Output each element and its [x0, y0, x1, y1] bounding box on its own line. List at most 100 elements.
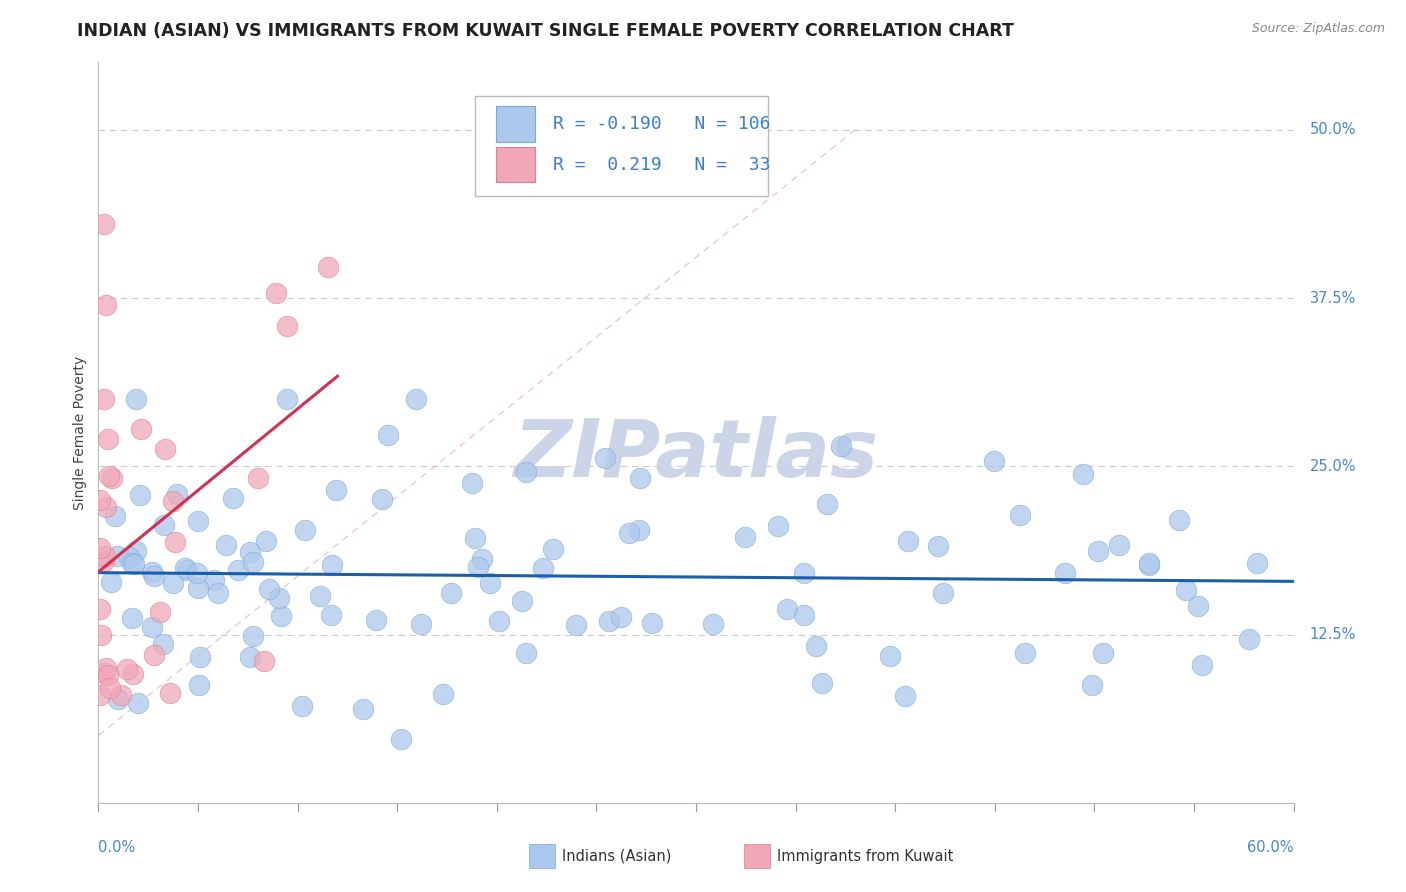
Point: [97, 433, 120, 447]
Point: [107, 691, 129, 706]
Point: [253, 654, 276, 668]
Point: [291, 698, 314, 713]
Point: [488, 614, 510, 628]
Point: [1237, 632, 1260, 647]
Point: [254, 534, 277, 549]
Point: [96, 298, 118, 312]
Point: [541, 541, 564, 556]
Text: 37.5%: 37.5%: [1309, 291, 1355, 305]
Point: [325, 483, 347, 497]
Text: R = -0.190   N = 106: R = -0.190 N = 106: [553, 115, 770, 133]
Point: [93, 666, 115, 681]
Point: [411, 616, 433, 631]
Point: [89, 541, 111, 555]
Point: [983, 453, 1005, 467]
Point: [162, 575, 184, 590]
Point: [319, 607, 342, 622]
Point: [515, 465, 537, 479]
Point: [460, 476, 482, 491]
Point: [176, 563, 198, 577]
Point: [121, 611, 143, 625]
Point: [242, 630, 264, 644]
Point: [186, 566, 208, 581]
Point: [1108, 538, 1130, 552]
Point: [702, 616, 724, 631]
Point: [207, 585, 229, 599]
Point: [246, 471, 269, 485]
Point: [377, 427, 399, 442]
Point: [1246, 556, 1268, 570]
Point: [188, 649, 211, 664]
Point: [894, 689, 917, 703]
Point: [1010, 508, 1032, 523]
Point: [565, 617, 588, 632]
Point: [89, 492, 111, 507]
Point: [276, 392, 298, 406]
Point: [89, 688, 111, 702]
Point: [627, 524, 650, 538]
Point: [598, 615, 620, 629]
Point: [1014, 646, 1036, 660]
Point: [389, 731, 412, 746]
Point: [464, 531, 486, 545]
Point: [239, 544, 262, 558]
Point: [110, 688, 132, 702]
Point: [118, 550, 141, 565]
Point: [1187, 599, 1209, 613]
Point: [531, 561, 554, 575]
Point: [1092, 646, 1115, 660]
Point: [121, 556, 143, 570]
Point: [593, 451, 616, 466]
Point: [202, 573, 225, 587]
Point: [153, 442, 176, 457]
Point: [609, 609, 631, 624]
Y-axis label: Single Female Poverty: Single Female Poverty: [73, 356, 87, 509]
Point: [242, 556, 264, 570]
Point: [1137, 556, 1160, 570]
Point: [174, 560, 197, 574]
Text: 60.0%: 60.0%: [1247, 840, 1294, 855]
Point: [93, 217, 115, 231]
Point: [830, 440, 852, 454]
Point: [97, 668, 120, 682]
Point: [308, 589, 330, 603]
Point: [478, 576, 501, 591]
Point: [122, 557, 145, 571]
Point: [100, 471, 122, 485]
Point: [98, 468, 121, 483]
Point: [96, 661, 118, 675]
Point: [768, 519, 790, 533]
Point: [159, 686, 181, 700]
Text: 0.0%: 0.0%: [98, 840, 135, 855]
Point: [222, 491, 245, 505]
Point: [776, 602, 799, 616]
Point: [810, 676, 832, 690]
Point: [371, 491, 394, 506]
Point: [90, 628, 112, 642]
Point: [149, 605, 172, 619]
Point: [793, 566, 815, 581]
Point: [879, 649, 901, 664]
Text: Indians (Asian): Indians (Asian): [562, 848, 672, 863]
Point: [187, 582, 209, 596]
FancyBboxPatch shape: [475, 95, 768, 195]
Point: [897, 533, 920, 548]
Text: 12.5%: 12.5%: [1309, 627, 1355, 642]
Point: [734, 530, 756, 544]
Point: [270, 609, 292, 624]
Text: INDIAN (ASIAN) VS IMMIGRANTS FROM KUWAIT SINGLE FEMALE POVERTY CORRELATION CHART: INDIAN (ASIAN) VS IMMIGRANTS FROM KUWAIT…: [77, 22, 1014, 40]
Point: [1054, 566, 1077, 580]
Point: [1137, 558, 1160, 572]
Point: [352, 702, 374, 716]
Point: [105, 549, 128, 563]
Point: [129, 488, 152, 502]
Point: [1168, 513, 1191, 527]
Point: [141, 620, 163, 634]
Point: [318, 260, 340, 274]
Point: [628, 471, 651, 485]
Text: ZIPatlas: ZIPatlas: [513, 416, 879, 494]
Text: Source: ZipAtlas.com: Source: ZipAtlas.com: [1251, 22, 1385, 36]
Point: [510, 594, 533, 608]
Point: [121, 667, 143, 681]
Point: [1191, 657, 1213, 672]
